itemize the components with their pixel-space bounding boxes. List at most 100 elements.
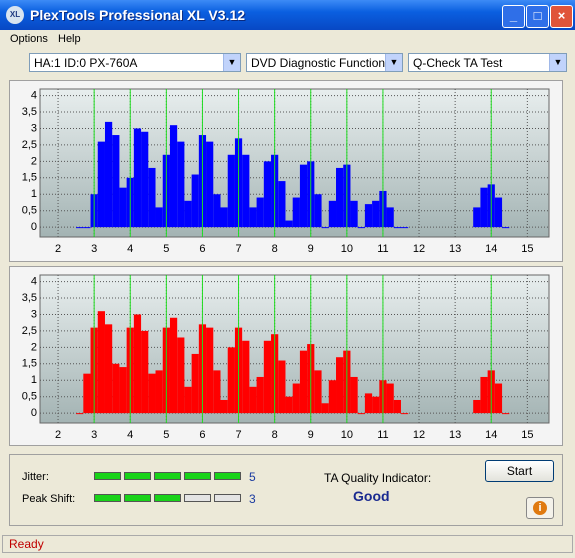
x-tick-label: 8 bbox=[272, 429, 278, 441]
x-tick-label: 3 bbox=[91, 243, 97, 255]
bar bbox=[350, 200, 358, 228]
results-panel: Jitter: 5 Peak Shift: 3 TA Quality Indic… bbox=[9, 454, 563, 526]
meter-segment bbox=[184, 472, 211, 480]
x-tick-label: 2 bbox=[55, 429, 61, 441]
bar bbox=[177, 141, 185, 228]
select-text: DVD Diagnostic Functions bbox=[251, 56, 392, 70]
select-text: Q-Check TA Test bbox=[413, 56, 503, 70]
x-tick-label: 15 bbox=[521, 243, 533, 255]
bar bbox=[299, 164, 308, 228]
x-tick-label: 12 bbox=[413, 243, 425, 255]
bar bbox=[191, 353, 199, 414]
bar bbox=[278, 181, 286, 228]
menu-item[interactable]: Options bbox=[10, 33, 48, 45]
x-tick-label: 8 bbox=[272, 243, 278, 255]
bar bbox=[119, 187, 127, 228]
menu-item[interactable]: Help bbox=[58, 33, 81, 45]
x-tick-label: 15 bbox=[521, 429, 533, 441]
bar bbox=[184, 386, 192, 414]
bar bbox=[148, 373, 156, 414]
bar bbox=[141, 330, 149, 414]
x-tick-label: 6 bbox=[199, 429, 205, 441]
bar bbox=[141, 131, 149, 228]
bar bbox=[227, 154, 235, 228]
dropdown-arrow: ▼ bbox=[549, 54, 566, 71]
bar bbox=[364, 393, 373, 414]
y-tick-label: 3 bbox=[31, 308, 37, 320]
x-tick-label: 5 bbox=[163, 243, 169, 255]
bar bbox=[242, 340, 250, 414]
bar bbox=[278, 360, 286, 414]
bar bbox=[285, 220, 293, 228]
bar bbox=[350, 376, 358, 414]
y-tick-label: 2,5 bbox=[22, 325, 37, 337]
x-tick-label: 14 bbox=[485, 243, 497, 255]
bar bbox=[299, 350, 308, 414]
drive-select[interactable]: HA:1 ID:0 PX-760A ▼ bbox=[29, 53, 241, 72]
bar bbox=[155, 370, 163, 414]
bar bbox=[328, 200, 337, 228]
y-tick-label: 4 bbox=[31, 275, 37, 287]
x-tick-label: 13 bbox=[449, 243, 461, 255]
y-tick-label: 0,5 bbox=[22, 205, 37, 217]
y-tick-label: 0 bbox=[31, 407, 37, 419]
bar bbox=[364, 204, 373, 228]
y-tick-label: 3,5 bbox=[22, 106, 37, 118]
meter-segment bbox=[154, 472, 181, 480]
meter-segment bbox=[94, 494, 121, 502]
bar bbox=[256, 376, 264, 414]
dropdown-arrow: ▼ bbox=[223, 54, 240, 71]
y-tick-label: 3,5 bbox=[22, 292, 37, 304]
peak-shift-label: Peak Shift: bbox=[22, 493, 76, 505]
bar bbox=[169, 317, 178, 414]
bar bbox=[112, 363, 120, 414]
x-tick-label: 10 bbox=[341, 243, 353, 255]
bar bbox=[220, 207, 228, 228]
function-select[interactable]: DVD Diagnostic Functions ▼ bbox=[246, 53, 403, 72]
x-tick-label: 11 bbox=[377, 429, 388, 441]
peak-shift-value: 3 bbox=[249, 492, 256, 506]
bar bbox=[314, 194, 322, 228]
ta-quality-label: TA Quality Indicator: bbox=[324, 471, 432, 485]
bar bbox=[292, 383, 300, 414]
bar bbox=[133, 128, 142, 228]
bar bbox=[177, 337, 185, 414]
minimize-button[interactable]: _ bbox=[502, 5, 525, 28]
bar bbox=[213, 370, 221, 414]
x-tick-label: 5 bbox=[163, 429, 169, 441]
bar bbox=[494, 383, 503, 414]
y-tick-label: 3 bbox=[31, 122, 37, 134]
bar bbox=[502, 413, 510, 415]
window-title: PlexTools Professional XL V3.12 bbox=[30, 7, 246, 23]
x-tick-label: 7 bbox=[235, 429, 241, 441]
start-button[interactable]: Start bbox=[485, 460, 554, 482]
x-tick-label: 3 bbox=[91, 429, 97, 441]
bar bbox=[227, 347, 235, 414]
bar bbox=[393, 399, 401, 414]
bar bbox=[263, 340, 272, 414]
meter-segment bbox=[124, 472, 151, 480]
bar bbox=[285, 396, 293, 414]
bar bbox=[256, 197, 264, 228]
bar bbox=[336, 357, 344, 414]
x-tick-label: 12 bbox=[413, 429, 425, 441]
bar bbox=[184, 200, 192, 228]
bar bbox=[76, 413, 84, 415]
bar bbox=[263, 161, 272, 228]
bar bbox=[480, 187, 488, 228]
close-button[interactable]: × bbox=[550, 5, 573, 28]
bar bbox=[480, 376, 488, 414]
y-tick-label: 1,5 bbox=[22, 358, 37, 370]
test-select[interactable]: Q-Check TA Test ▼ bbox=[408, 53, 567, 72]
maximize-button[interactable]: □ bbox=[526, 5, 549, 28]
bar bbox=[213, 194, 221, 228]
bar bbox=[97, 311, 105, 414]
info-button[interactable]: i bbox=[526, 497, 554, 519]
bar bbox=[206, 141, 214, 228]
x-tick-label: 2 bbox=[55, 243, 61, 255]
bar bbox=[249, 207, 257, 228]
y-tick-label: 2 bbox=[31, 341, 37, 353]
chart: 0 0,5 1 1,5 2 2,5 3 3,5 4 2 3 4 5 6 7 8 9 10 11 12 13 14 15 bbox=[22, 88, 550, 255]
y-tick-label: 0 bbox=[31, 221, 37, 233]
chart-panel: 0 0,5 1 1,5 2 2,5 3 3,5 4 2 3 4 5 6 7 8 9 10 11 12 13 14 15 bbox=[9, 80, 563, 262]
